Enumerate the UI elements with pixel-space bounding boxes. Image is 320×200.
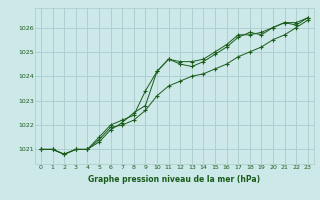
X-axis label: Graphe pression niveau de la mer (hPa): Graphe pression niveau de la mer (hPa) (88, 175, 260, 184)
